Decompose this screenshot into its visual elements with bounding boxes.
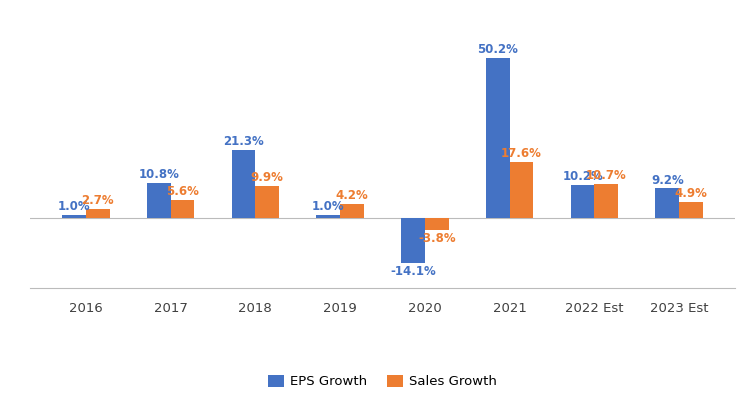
Bar bbox=[340, 204, 364, 218]
Bar bbox=[316, 215, 340, 218]
Text: -3.8%: -3.8% bbox=[418, 232, 455, 245]
Text: 10.8%: 10.8% bbox=[138, 168, 179, 182]
Bar bbox=[401, 218, 425, 263]
Text: 1.0%: 1.0% bbox=[312, 200, 344, 213]
Bar bbox=[255, 186, 279, 218]
Text: 17.6%: 17.6% bbox=[501, 147, 542, 160]
Legend: EPS Growth, Sales Growth: EPS Growth, Sales Growth bbox=[268, 375, 497, 388]
Bar bbox=[62, 215, 86, 218]
Text: 5.6%: 5.6% bbox=[166, 185, 199, 198]
Bar bbox=[170, 200, 194, 218]
Bar bbox=[486, 58, 510, 218]
Bar bbox=[595, 184, 618, 218]
Bar bbox=[232, 150, 255, 218]
Text: 1.0%: 1.0% bbox=[58, 200, 90, 213]
Text: 10.2%: 10.2% bbox=[562, 170, 603, 183]
Bar bbox=[656, 188, 680, 218]
Text: 50.2%: 50.2% bbox=[477, 43, 518, 56]
Text: 2.7%: 2.7% bbox=[81, 194, 114, 207]
Text: 4.9%: 4.9% bbox=[675, 187, 707, 200]
Bar bbox=[86, 209, 109, 218]
Text: 10.7%: 10.7% bbox=[586, 169, 627, 182]
Text: -14.1%: -14.1% bbox=[390, 265, 436, 278]
Text: 21.3%: 21.3% bbox=[223, 135, 264, 148]
Text: 4.2%: 4.2% bbox=[335, 190, 368, 202]
Bar bbox=[425, 218, 448, 230]
Text: 9.2%: 9.2% bbox=[651, 174, 684, 186]
Bar bbox=[680, 202, 703, 218]
Bar bbox=[571, 185, 595, 218]
Bar bbox=[147, 183, 170, 218]
Bar bbox=[510, 162, 533, 218]
Text: 9.9%: 9.9% bbox=[251, 171, 284, 184]
